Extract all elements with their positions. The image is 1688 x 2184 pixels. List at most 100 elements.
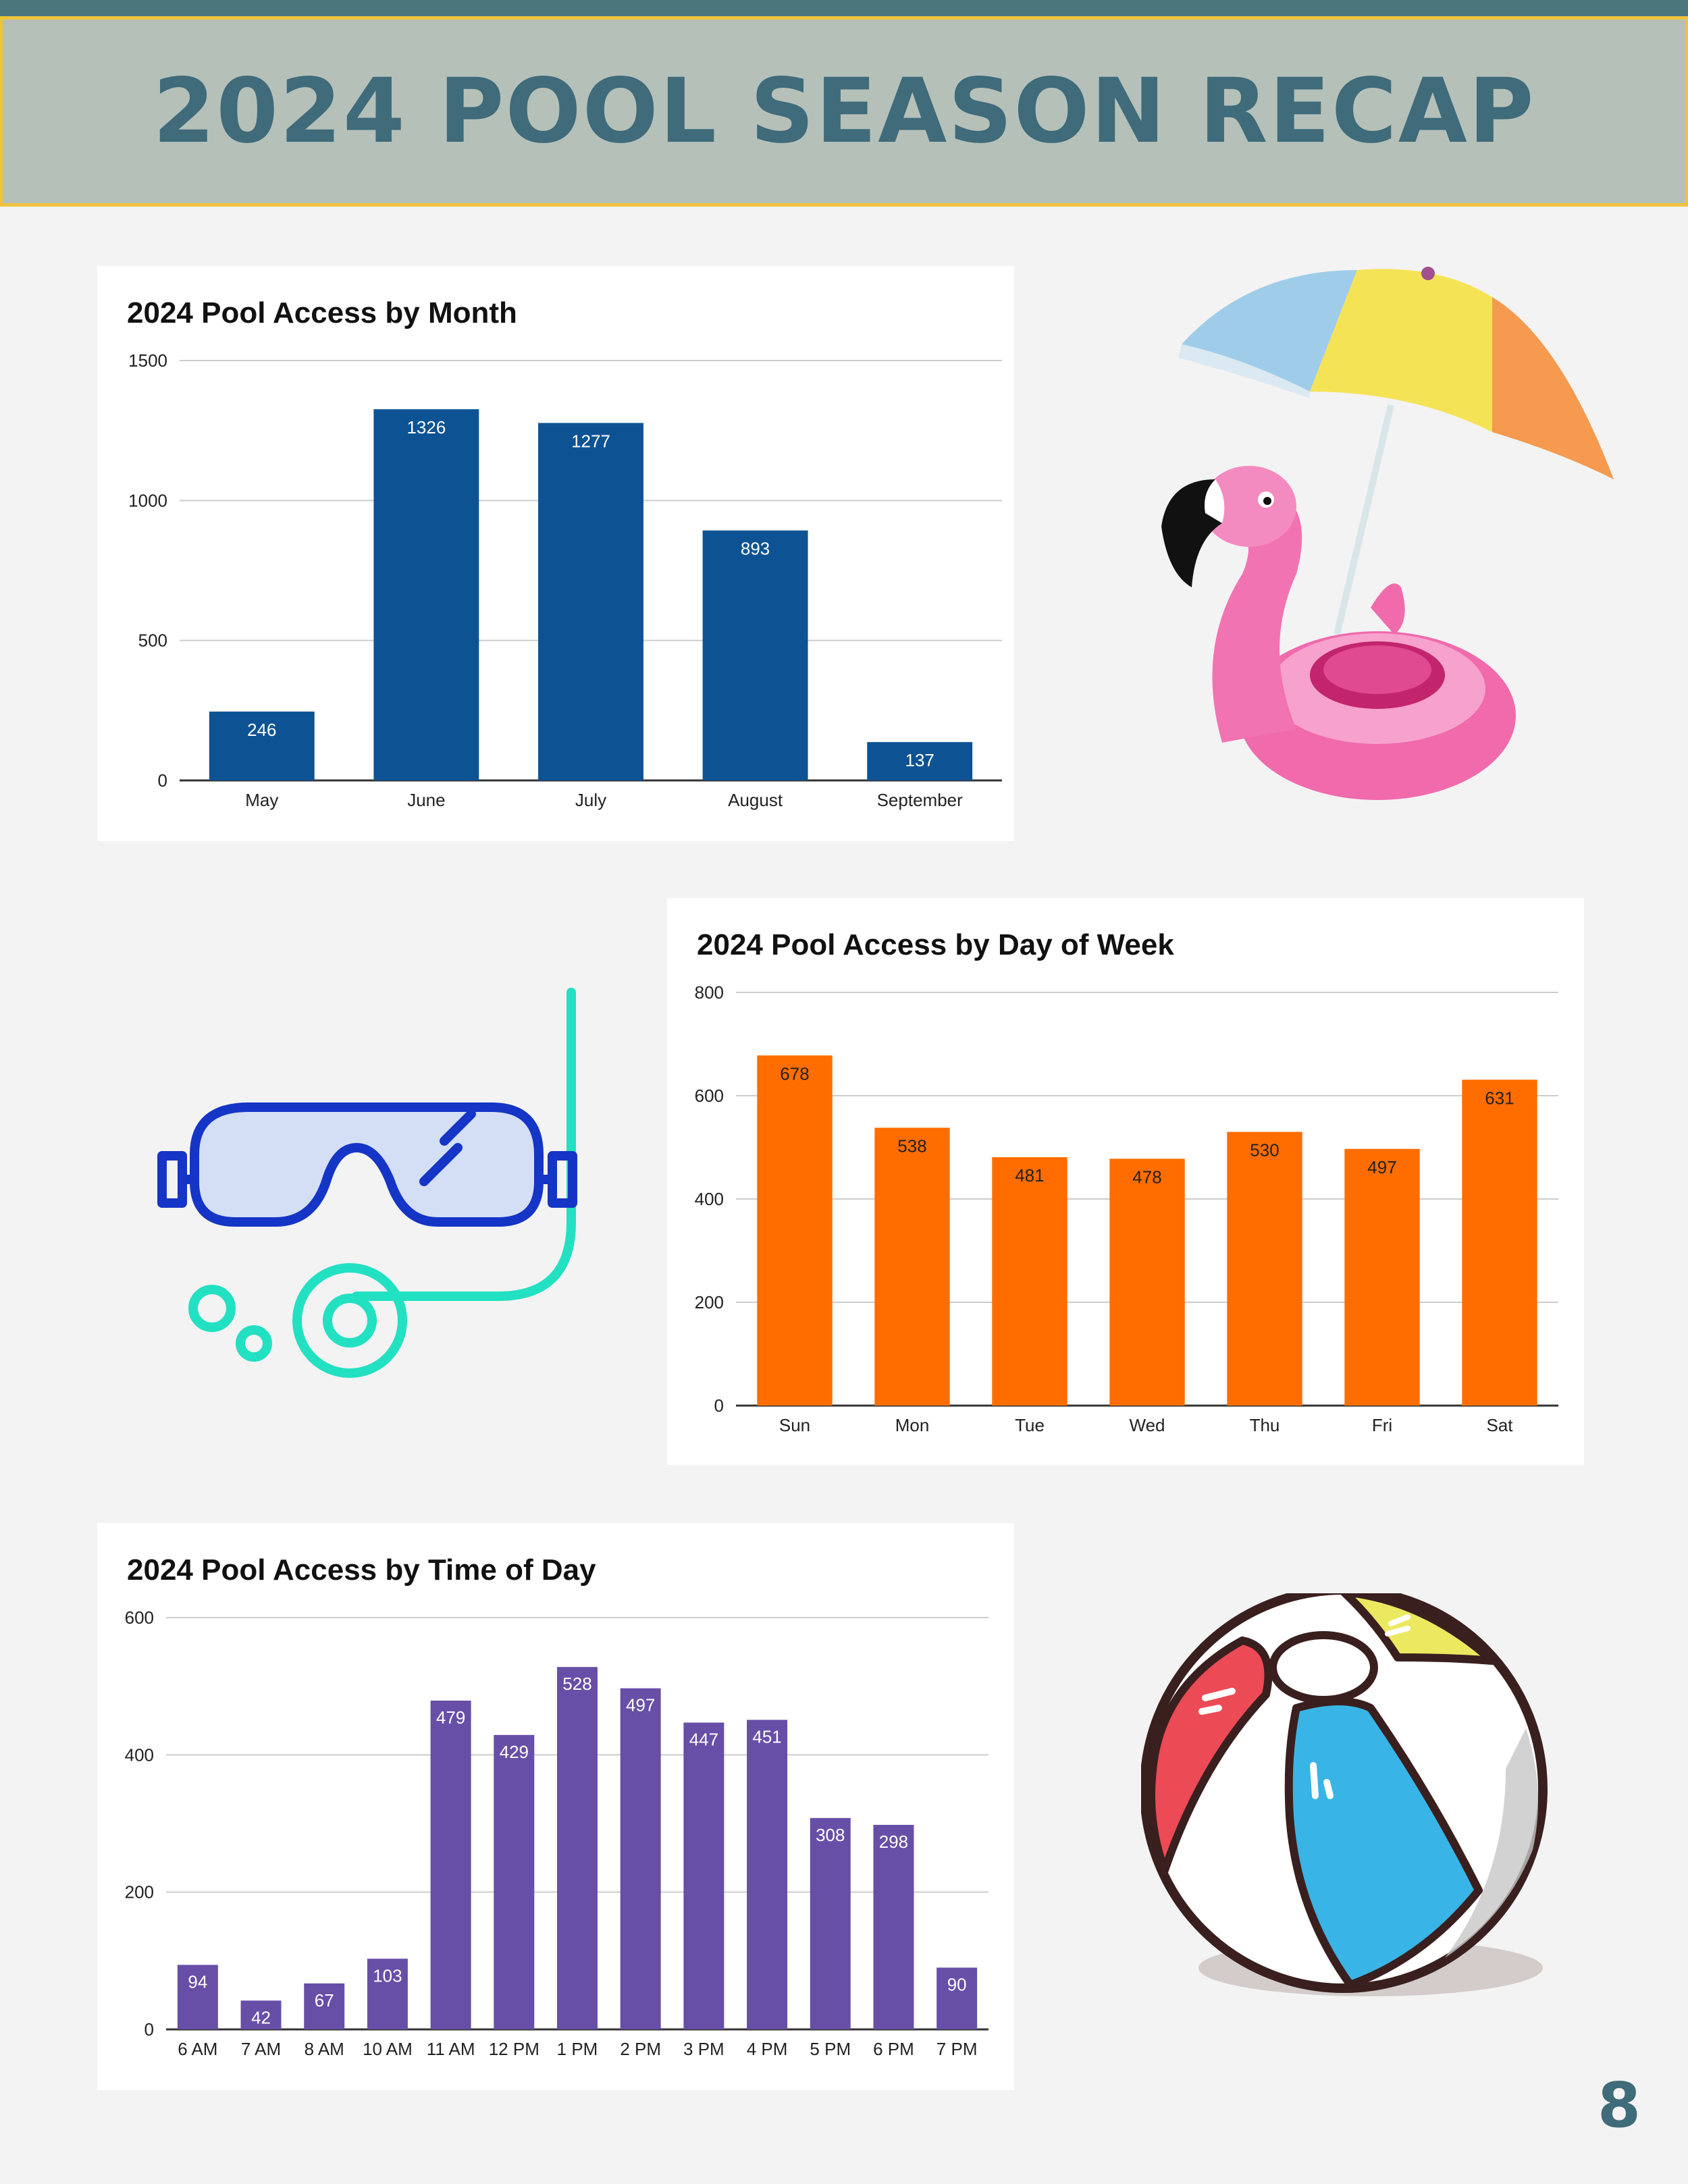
- bar: [1227, 1131, 1302, 1406]
- data-label: 893: [741, 539, 770, 559]
- chart-day-of-week: 2024 Pool Access by Day of Week 0 200 400 60…: [695, 928, 1558, 1435]
- page-number: 8: [1597, 2069, 1641, 2141]
- data-label: 67: [315, 1990, 334, 2010]
- bar: [747, 1720, 788, 2029]
- data-label: 447: [689, 1730, 718, 1750]
- data-label: 497: [626, 1695, 655, 1715]
- x-tick-label: 1 PM: [557, 2039, 598, 2059]
- data-label: 246: [247, 720, 276, 740]
- data-label: 497: [1367, 1157, 1396, 1177]
- x-tick-label: August: [728, 790, 783, 810]
- title-banner: 2024 POOL SEASON RECAP: [0, 16, 1688, 207]
- data-label: 103: [373, 1965, 402, 1986]
- y-tick-label: 0: [158, 770, 167, 791]
- x-tick-label: 5 PM: [810, 2039, 851, 2059]
- bar: [430, 1701, 471, 2029]
- top-strip: [0, 0, 1688, 16]
- y-tick-label: 500: [138, 631, 167, 651]
- bar: [810, 1817, 851, 2029]
- bar: [702, 530, 808, 780]
- y-tick-label: 200: [125, 1882, 154, 1902]
- bar: [683, 1722, 724, 2029]
- x-tick-label: 10 AM: [363, 2039, 413, 2059]
- data-label: 1326: [406, 417, 446, 437]
- chart-title: 2024 Pool Access by Month: [127, 296, 517, 329]
- x-tick-label: Tue: [1015, 1415, 1045, 1435]
- x-tick-label: 11 AM: [427, 2039, 475, 2059]
- data-label: 678: [780, 1063, 809, 1084]
- y-tick-label: 0: [714, 1395, 724, 1416]
- snorkel-mask-icon: [157, 988, 577, 1378]
- data-label: 451: [752, 1726, 781, 1747]
- x-tick-label: Mon: [895, 1415, 930, 1435]
- data-label: 429: [500, 1742, 529, 1762]
- x-tick-label: Fri: [1372, 1415, 1392, 1435]
- bar: [874, 1127, 950, 1406]
- bar: [240, 2000, 282, 2029]
- data-label: 94: [188, 1971, 207, 1992]
- bar: [304, 1983, 345, 2029]
- y-tick-label: 600: [695, 1086, 724, 1106]
- y-tick-label: 0: [144, 2019, 154, 2040]
- y-tick-label: 600: [125, 1607, 154, 1628]
- data-label: 298: [879, 1832, 908, 1852]
- data-label: 631: [1485, 1088, 1514, 1108]
- chart-card-day-of-week: 2024 Pool Access by Day of Week 0 200 400 60…: [667, 898, 1584, 1465]
- x-tick-label: May: [245, 790, 278, 810]
- data-label: 528: [562, 1674, 591, 1694]
- bar: [209, 711, 315, 780]
- x-tick-label: July: [575, 790, 606, 810]
- y-tick-label: 400: [695, 1189, 724, 1209]
- x-tick-label: 12 PM: [489, 2039, 539, 2059]
- data-label: 90: [947, 1975, 967, 1995]
- x-tick-label: June: [407, 790, 445, 810]
- x-tick-label: 8 AM: [305, 2039, 344, 2059]
- bar: [373, 409, 479, 780]
- bar: [177, 1965, 218, 2029]
- data-label: 530: [1250, 1140, 1279, 1161]
- chart-title: 2024 Pool Access by Time of Day: [127, 1553, 596, 1587]
- bar: [538, 423, 643, 780]
- chart-title: 2024 Pool Access by Day of Week: [697, 928, 1174, 961]
- x-tick-label: September: [877, 790, 964, 810]
- bar: [867, 742, 973, 780]
- chart-card-month: 2024 Pool Access by Month 0 500 1000 1500 246…: [97, 266, 1014, 841]
- bar: [937, 1967, 978, 2029]
- umbrella-flamingo-icon: [1161, 267, 1614, 800]
- bar: [620, 1688, 661, 2029]
- x-tick-label: Wed: [1130, 1415, 1165, 1435]
- chart-card-time-of-day: 2024 Pool Access by Time of Day 0 200 400 60…: [97, 1523, 1014, 2090]
- data-label: 1277: [571, 431, 610, 451]
- y-tick-label: 800: [695, 982, 724, 1003]
- bar: [873, 1825, 914, 2029]
- bar: [1109, 1158, 1185, 1406]
- x-tick-label: Thu: [1250, 1415, 1280, 1435]
- bar: [557, 1667, 598, 2029]
- beach-ball-icon: [1141, 1593, 1548, 1996]
- bar: [494, 1734, 535, 2029]
- y-tick-label: 1000: [128, 490, 167, 510]
- x-tick-label: 3 PM: [683, 2039, 724, 2059]
- data-label: 42: [251, 2007, 271, 2027]
- x-tick-label: 2 PM: [620, 2039, 661, 2059]
- y-tick-label: 200: [695, 1292, 724, 1312]
- chart-month: 2024 Pool Access by Month 0 500 1000 1500 246…: [127, 296, 1002, 810]
- data-label: 479: [436, 1707, 465, 1728]
- data-label: 137: [905, 750, 934, 770]
- data-label: 478: [1132, 1167, 1161, 1187]
- x-tick-label: Sun: [779, 1415, 810, 1435]
- x-tick-label: 6 PM: [873, 2039, 914, 2059]
- data-label: 481: [1015, 1165, 1044, 1186]
- bar: [992, 1157, 1067, 1406]
- x-tick-label: Sat: [1486, 1415, 1513, 1435]
- y-tick-label: 400: [125, 1744, 154, 1765]
- x-tick-label: 7 PM: [937, 2039, 978, 2059]
- data-label: 308: [816, 1825, 845, 1845]
- y-tick-label: 1500: [128, 350, 167, 371]
- x-tick-label: 7 AM: [241, 2039, 281, 2059]
- data-label: 538: [897, 1136, 926, 1156]
- bar: [367, 1959, 408, 2029]
- page-title: 2024 POOL SEASON RECAP: [153, 59, 1535, 163]
- x-tick-label: 4 PM: [747, 2039, 788, 2059]
- x-tick-label: 6 AM: [178, 2039, 217, 2059]
